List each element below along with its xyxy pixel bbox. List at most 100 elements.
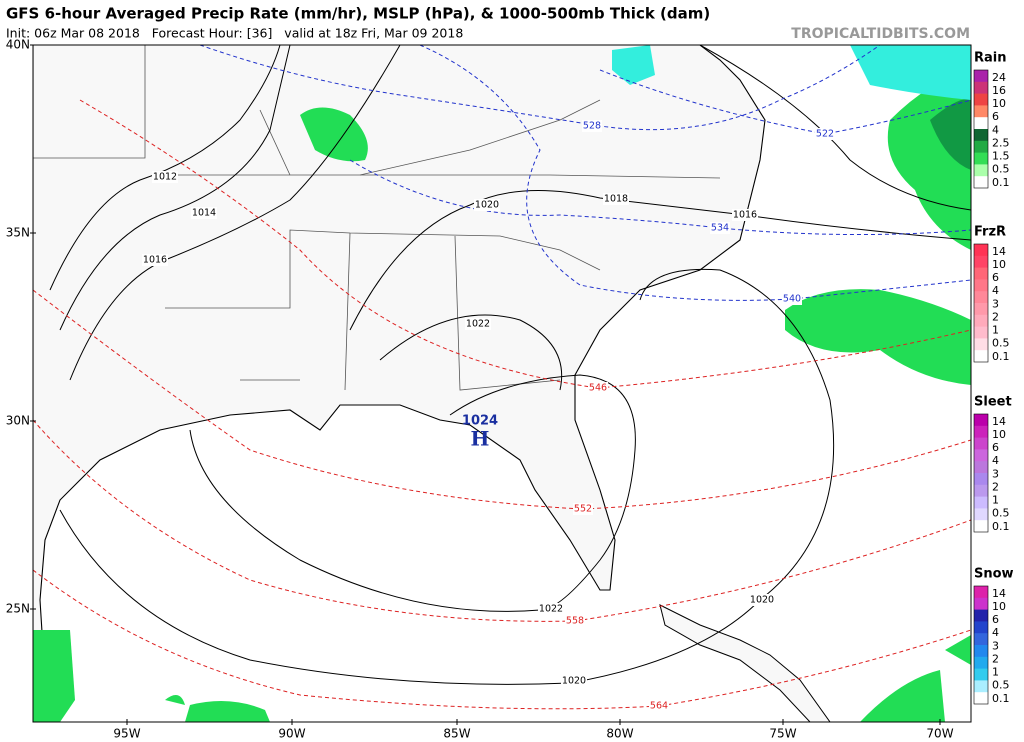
- thickness: [33, 45, 971, 710]
- legend-swatch: [974, 645, 988, 658]
- thickness-label-bg: [815, 128, 835, 140]
- cuba: [659, 604, 831, 722]
- lat-label: 30N: [6, 414, 30, 428]
- legend-label: 24: [992, 71, 1006, 84]
- lon-label: 85W: [443, 727, 470, 741]
- legend-label: 10: [992, 428, 1006, 441]
- isobar-label: 1016: [733, 210, 757, 221]
- thickness-label-bg: [565, 615, 585, 627]
- legend-swatch: [974, 267, 988, 280]
- legend-swatch: [974, 484, 988, 498]
- legend-swatch: [974, 437, 988, 450]
- isobar-label: 1018: [604, 194, 628, 205]
- legend-label: 0.1: [992, 350, 1010, 363]
- legend-swatch: [974, 350, 988, 363]
- legend-label: 1: [992, 324, 999, 337]
- legend-swatch: [974, 449, 988, 462]
- init-line: Init: 06z Mar 08 2018 Forecast Hour: [36…: [6, 26, 463, 41]
- legend-label: 0.1: [992, 520, 1010, 533]
- legend-label: 10: [992, 600, 1006, 613]
- site: TROPICALTIDBITS.COM: [791, 26, 970, 42]
- legend-swatch: [974, 496, 988, 509]
- legend-label: 1: [992, 494, 999, 507]
- isobar-label: 1012: [153, 172, 177, 183]
- legend-swatch: [974, 473, 988, 486]
- thickness-label: 528: [583, 121, 601, 132]
- legend-frame: [973, 243, 989, 363]
- legend-label: 2: [992, 652, 999, 665]
- legend-label: 0.1: [992, 176, 1010, 189]
- thickness-label-bg: [573, 503, 593, 515]
- legend-label: 0.5: [992, 337, 1010, 350]
- lat-label: 35N: [6, 226, 30, 240]
- map-area: [33, 45, 971, 722]
- thickness-label: 564: [650, 701, 668, 712]
- isobar-label: 1016: [143, 255, 167, 266]
- isobar-label-bg: [732, 209, 758, 221]
- legend-label: 0.1: [992, 692, 1010, 705]
- legend-swatch: [974, 140, 988, 154]
- legend-label: 14: [992, 415, 1006, 428]
- isobar-label: 1022: [539, 604, 563, 615]
- legend-swatch: [974, 117, 988, 130]
- legend: Rain241610642.51.50.50.1FrzR1410643210.5…: [973, 51, 1014, 705]
- legend-swatch: [974, 597, 988, 611]
- legend-frame: [973, 585, 989, 705]
- legend-title: Rain: [974, 51, 1007, 66]
- isobar-label-bg: [749, 594, 775, 606]
- high-symbol: H: [471, 427, 490, 451]
- legend-label: 16: [992, 84, 1006, 97]
- isobar-label-bg: [142, 254, 168, 266]
- legend-swatch: [974, 414, 988, 427]
- legend-swatch: [974, 81, 988, 95]
- legend-swatch: [974, 291, 988, 304]
- lat-label: 25N: [6, 602, 30, 616]
- legend-label: 4: [992, 123, 999, 136]
- thickness-label: 522: [816, 129, 834, 140]
- legend-title: FrzR: [974, 225, 1006, 240]
- labels: 40N 35N 30N 25N 95W 90W 85W 80W 75W 70W 1012 1014 10…: [6, 38, 954, 741]
- legend-label: 2: [992, 480, 999, 493]
- legend-label: 6: [992, 271, 999, 284]
- lat-label: 40N: [6, 38, 30, 52]
- isobar-label-bg: [152, 171, 178, 183]
- legend-frame: [973, 69, 989, 189]
- legend-swatch: [974, 508, 988, 521]
- legend-swatch: [974, 609, 988, 622]
- legend-label: 0.5: [992, 679, 1010, 692]
- legend-swatch: [974, 692, 988, 705]
- legend-label: 4: [992, 626, 999, 639]
- high-value: 1024: [462, 414, 498, 429]
- legend-label: 6: [992, 441, 999, 454]
- isobar-label: 1014: [192, 208, 216, 219]
- legend-label: 4: [992, 284, 999, 297]
- legend-swatch: [974, 164, 988, 177]
- lon-label: 90W: [278, 727, 305, 741]
- legend-swatch: [974, 520, 988, 533]
- isobar-label: 1020: [562, 676, 586, 687]
- map-frame: [32, 44, 972, 723]
- legend-label: 2: [992, 310, 999, 323]
- legend-swatch: [974, 680, 988, 693]
- legend-swatch: [974, 255, 988, 269]
- title: GFS 6-hour Averaged Precip Rate (mm/hr),…: [6, 5, 710, 23]
- thickness-label-bg: [582, 120, 602, 132]
- thickness-label-bg: [782, 293, 802, 305]
- legend-label: 0.5: [992, 507, 1010, 520]
- legend-label: 2.5: [992, 136, 1010, 149]
- legend-swatch: [974, 152, 988, 165]
- legend-label: 10: [992, 258, 1006, 271]
- isobar-label-bg: [538, 603, 564, 615]
- legend-swatch: [974, 425, 988, 439]
- legend-swatch: [974, 244, 988, 257]
- lon-label: 75W: [769, 727, 796, 741]
- legend-swatch: [974, 303, 988, 316]
- legend-title: Sleet: [974, 395, 1012, 410]
- thickness-label: 546: [589, 383, 607, 394]
- legend-label: 10: [992, 97, 1006, 110]
- legend-label: 3: [992, 639, 999, 652]
- legend-frame: [973, 413, 989, 533]
- legend-label: 14: [992, 587, 1006, 600]
- thickness-label-bg: [649, 700, 669, 712]
